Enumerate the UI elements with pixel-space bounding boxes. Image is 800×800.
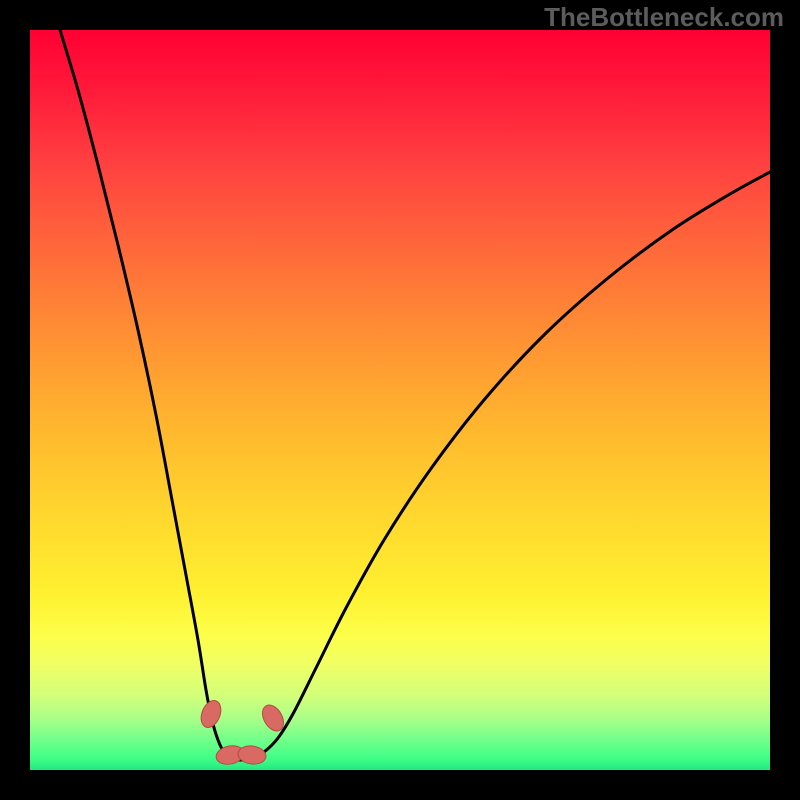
curve-marker [237,744,267,766]
bottleneck-curve [60,30,770,760]
plot-area [30,30,770,770]
watermark-text: TheBottleneck.com [544,2,784,33]
curve-marker [197,698,224,731]
chart-frame: TheBottleneck.com [0,0,800,800]
curve-layer [30,30,770,770]
